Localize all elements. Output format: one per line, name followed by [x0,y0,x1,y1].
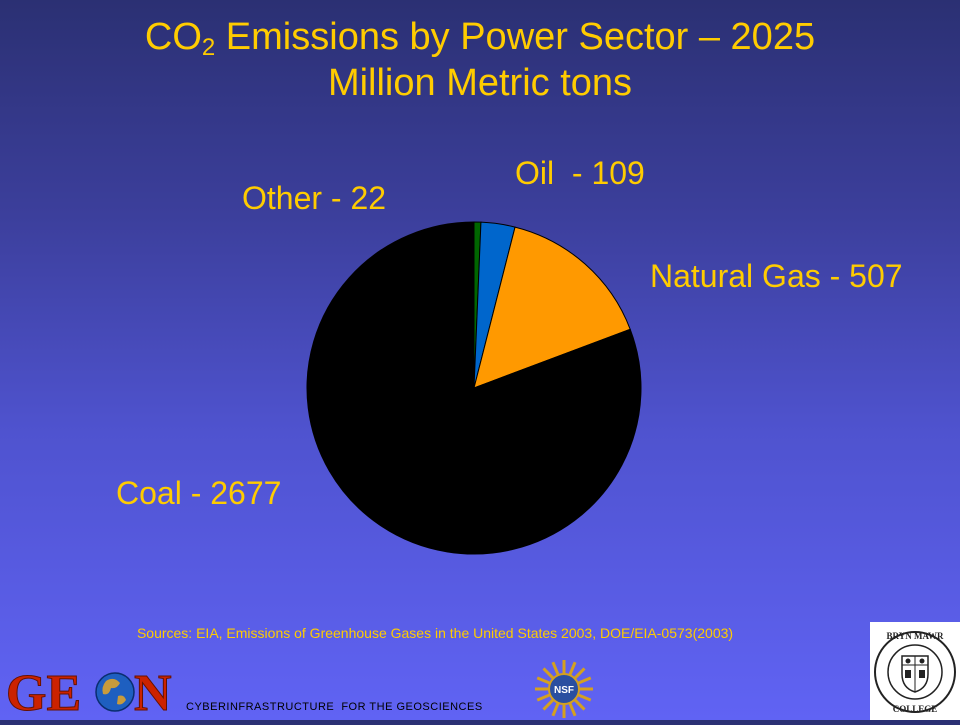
title-line-1: CO2 Emissions by Power Sector – 2025 [144,16,816,61]
pie-slice-coal [306,221,642,555]
label-coal: Coal - 2677 [116,475,282,511]
svg-text:COLLEGE: COLLEGE [893,704,938,714]
svg-text:BRYN MAWR: BRYN MAWR [887,631,944,641]
svg-text:N: N [134,666,172,716]
nsf-logo: NSF [535,660,593,718]
bryn-mawr-college-logo: BRYN MAWR COLLEGE [870,622,960,720]
label-oil: Oil - 109 [515,155,645,191]
pie-slice-natural-gas [473,226,631,389]
svg-text:NSF: NSF [554,685,574,696]
geon-logo: GE N [6,666,172,716]
label-natural-gas: Natural Gas - 507 [650,258,903,294]
svg-text:GE: GE [6,666,81,716]
sources-note: Sources: EIA, Emissions of Greenhouse Ga… [136,625,734,641]
footer-tagline: CYBERINFRASTRUCTURE FOR THE GEOSCIENCES [186,701,483,713]
chart-title: CO2 Emissions by Power Sector – 2025 Mil… [0,14,960,106]
label-other: Other - 22 [242,180,387,216]
title-line-2: Million Metric tons [327,62,633,104]
